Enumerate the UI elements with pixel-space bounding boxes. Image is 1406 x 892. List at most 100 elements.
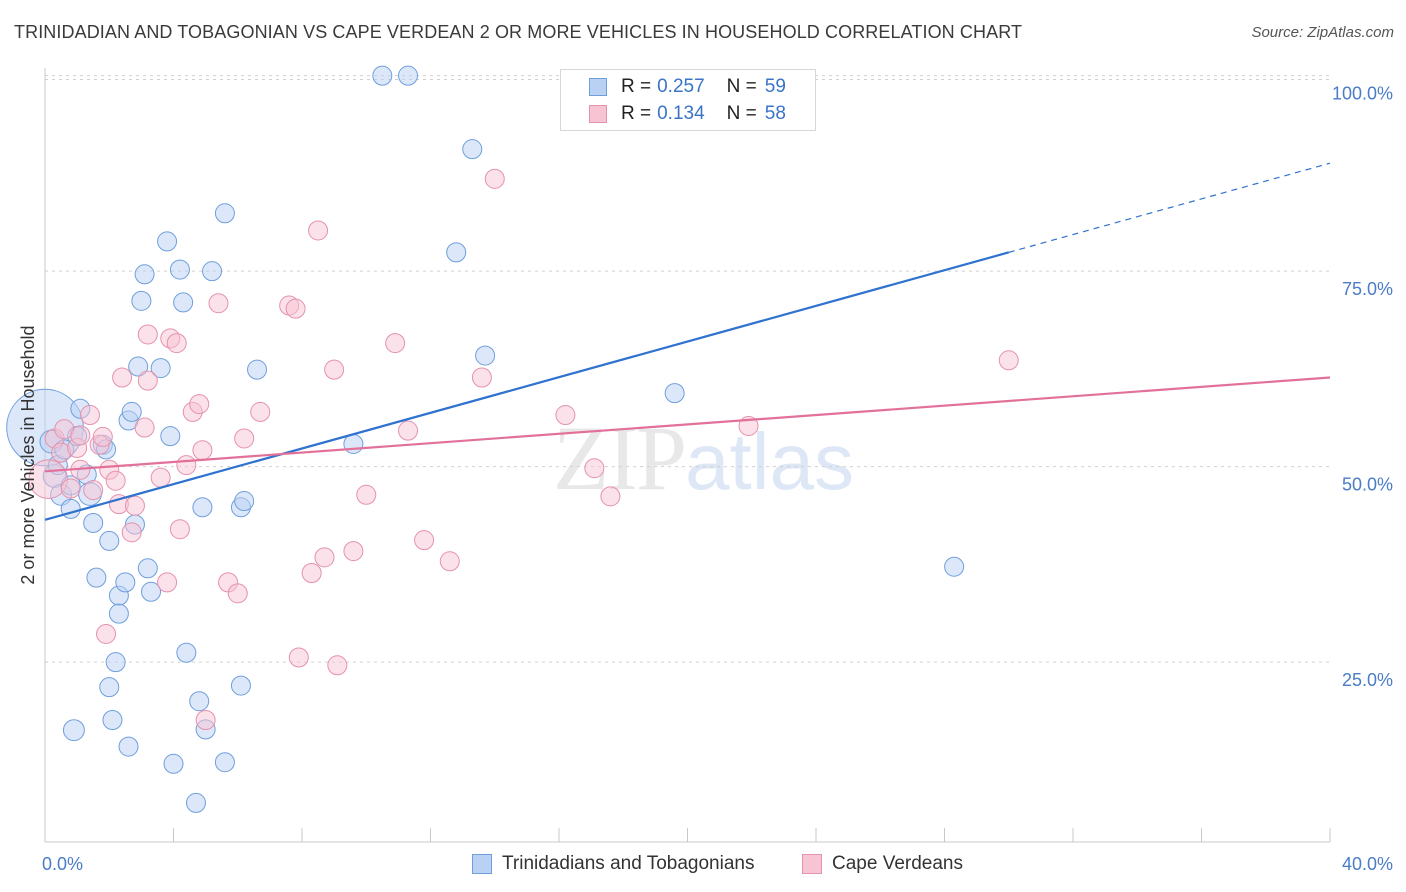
data-point bbox=[173, 292, 194, 313]
data-point bbox=[301, 562, 322, 583]
legend-item-cape-verdeans: Cape Verdeans bbox=[802, 852, 963, 876]
data-point bbox=[314, 547, 335, 568]
legend-n-label: N = bbox=[726, 103, 757, 124]
data-point bbox=[247, 359, 268, 380]
tick-labels: 25.0% 50.0% 75.0% 100.0% 0.0% 40.0% 2 or more … bbox=[18, 84, 1393, 874]
y-tick-label: 75.0% bbox=[1342, 279, 1393, 299]
data-point bbox=[134, 417, 155, 438]
data-point bbox=[176, 455, 197, 476]
data-point bbox=[372, 65, 393, 86]
legend-r-label: R = bbox=[621, 103, 652, 124]
legend-r-value: 0.134 bbox=[657, 103, 705, 124]
legend-item-trinidadians: Trinidadians and Tobagonians bbox=[472, 852, 754, 876]
data-point bbox=[398, 420, 419, 441]
data-point bbox=[664, 383, 685, 404]
data-point bbox=[134, 264, 155, 285]
data-point bbox=[398, 65, 419, 86]
data-point bbox=[471, 367, 492, 388]
data-point bbox=[62, 719, 85, 742]
data-point bbox=[137, 558, 158, 579]
data-point bbox=[105, 470, 126, 491]
data-point bbox=[112, 367, 133, 388]
data-point bbox=[105, 652, 126, 673]
legend-swatch-pink bbox=[802, 854, 822, 874]
legend-label: Trinidadians and Tobagonians bbox=[502, 853, 755, 874]
data-point bbox=[137, 324, 158, 345]
data-point bbox=[475, 345, 496, 366]
data-point bbox=[192, 497, 213, 518]
data-point bbox=[99, 530, 120, 551]
data-point bbox=[230, 675, 251, 696]
data-point bbox=[288, 647, 309, 668]
correlation-legend: R = 0.257 N = 59 R = 0.134 N = 58 bbox=[560, 69, 816, 131]
data-point bbox=[327, 655, 348, 676]
data-point bbox=[250, 401, 271, 422]
legend-r-label: R = bbox=[621, 76, 652, 97]
trend-line-pink bbox=[44, 376, 1331, 473]
data-point bbox=[324, 359, 345, 380]
data-point bbox=[446, 242, 467, 263]
data-point bbox=[385, 333, 406, 354]
legend-row-pink: R = 0.134 N = 58 bbox=[589, 102, 786, 126]
legend-swatch-blue bbox=[589, 78, 607, 96]
data-point bbox=[285, 298, 306, 319]
legend-n-value: 59 bbox=[764, 76, 786, 97]
data-point bbox=[195, 710, 216, 731]
data-point bbox=[96, 623, 117, 644]
data-point bbox=[160, 426, 181, 447]
legend-swatch-pink bbox=[589, 105, 607, 123]
data-point bbox=[86, 567, 107, 588]
data-point bbox=[141, 581, 162, 602]
data-point bbox=[169, 259, 190, 280]
data-point bbox=[83, 512, 104, 533]
trend-line-blue-extension bbox=[1008, 162, 1331, 253]
data-point bbox=[584, 458, 605, 479]
data-point bbox=[169, 519, 190, 540]
y-tick-label: 50.0% bbox=[1342, 475, 1393, 495]
data-point bbox=[121, 522, 142, 543]
grid bbox=[45, 75, 1330, 663]
data-point bbox=[92, 426, 113, 447]
legend-r-value: 0.257 bbox=[657, 76, 705, 97]
data-point bbox=[439, 551, 460, 572]
data-point bbox=[150, 467, 171, 488]
data-point bbox=[157, 572, 178, 593]
y-axis-title: 2 or more Vehicles in Household bbox=[18, 325, 38, 584]
data-point bbox=[124, 495, 145, 516]
data-point bbox=[115, 572, 136, 593]
legend-n-value: 58 bbox=[764, 103, 786, 124]
data-point bbox=[128, 356, 149, 377]
data-point bbox=[150, 358, 171, 379]
data-point bbox=[83, 480, 104, 501]
data-point bbox=[227, 583, 248, 604]
data-point bbox=[308, 220, 329, 241]
data-point bbox=[163, 753, 184, 774]
data-point bbox=[600, 486, 621, 507]
data-point bbox=[189, 394, 210, 415]
data-point bbox=[185, 792, 206, 813]
data-point bbox=[462, 139, 483, 160]
data-point bbox=[166, 333, 187, 354]
data-point bbox=[214, 203, 235, 224]
data-point bbox=[356, 484, 377, 505]
data-point bbox=[70, 425, 91, 446]
data-point bbox=[414, 530, 435, 551]
data-point bbox=[79, 405, 100, 426]
data-point bbox=[343, 433, 364, 454]
data-point bbox=[121, 401, 142, 422]
data-point bbox=[131, 290, 152, 311]
data-point bbox=[343, 541, 364, 562]
data-point bbox=[108, 603, 129, 624]
data-point bbox=[137, 370, 158, 391]
data-point bbox=[118, 736, 139, 757]
axes bbox=[44, 68, 1331, 843]
legend-swatch-blue bbox=[472, 854, 492, 874]
trend-lines bbox=[44, 162, 1331, 521]
data-point bbox=[214, 752, 235, 773]
data-point bbox=[176, 642, 197, 663]
source-label: Source: ZipAtlas.com bbox=[1251, 24, 1394, 41]
data-point bbox=[202, 261, 223, 282]
x-tick-label: 0.0% bbox=[42, 854, 83, 874]
x-tick-label: 40.0% bbox=[1342, 854, 1393, 874]
